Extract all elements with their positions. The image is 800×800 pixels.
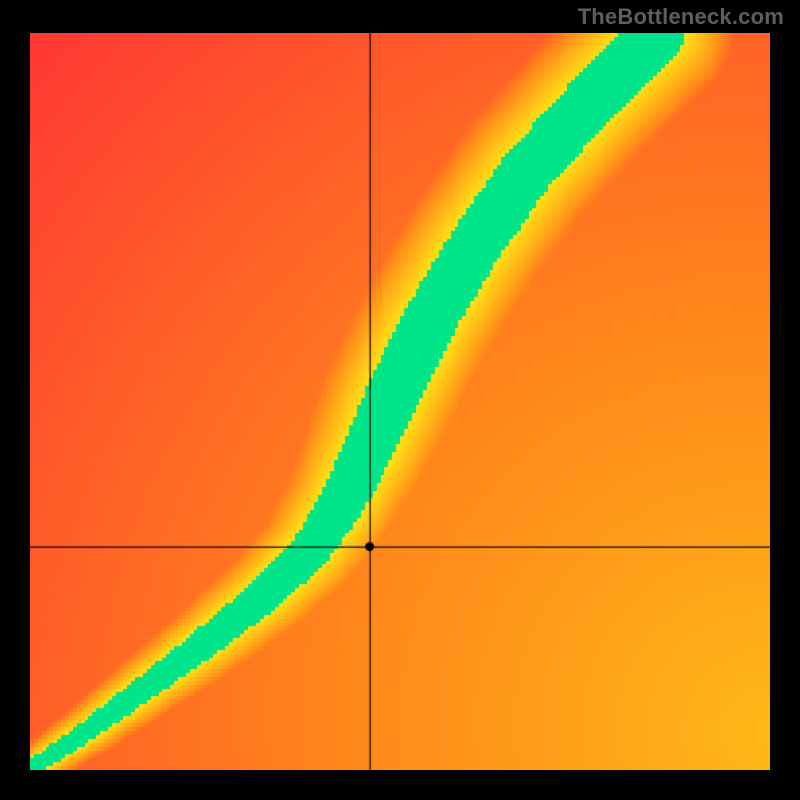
watermark-text: TheBottleneck.com	[578, 4, 784, 30]
bottleneck-heatmap-canvas	[30, 33, 770, 770]
